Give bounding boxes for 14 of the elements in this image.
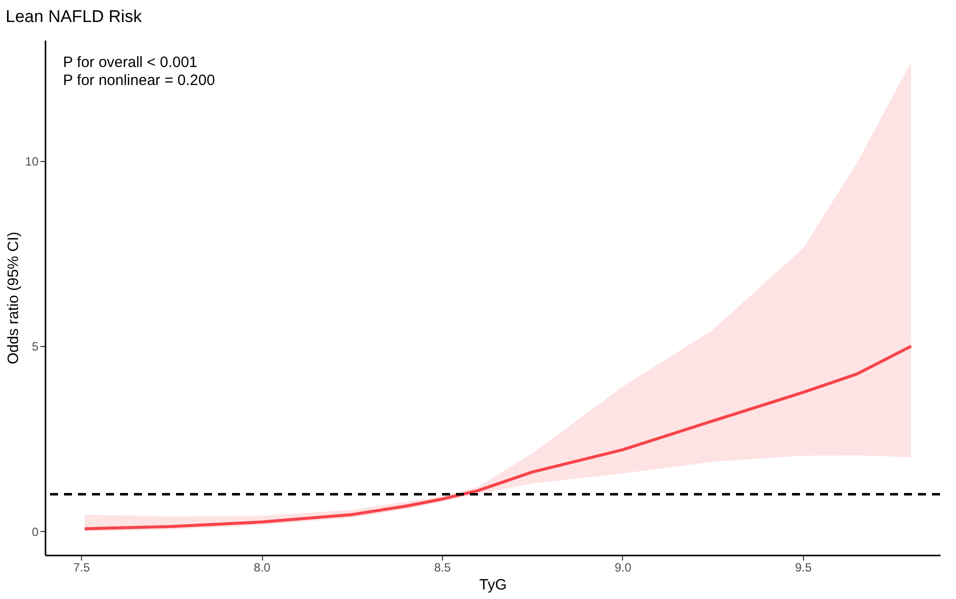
chart-title: Lean NAFLD Risk [6,7,142,26]
line-series [83,344,913,530]
x-tick-label: 9.0 [614,560,632,574]
x-axis-title: TyG [479,576,507,594]
x-tick-label: 8.5 [434,560,452,574]
x-tick-label: 9.5 [795,560,812,574]
y-tick-label: 0 [32,524,39,539]
x-tick-label: 8.0 [254,560,271,574]
annotation: P for nonlinear = 0.200 [63,72,215,89]
y-tick-label: 10 [25,154,39,169]
x-tick-label: 7.5 [73,560,90,574]
y-axis-title: Odds ratio (95% CI) [5,232,22,364]
y-tick-label: 5 [32,340,39,354]
annotation: P for overall < 0.001 [63,54,198,71]
